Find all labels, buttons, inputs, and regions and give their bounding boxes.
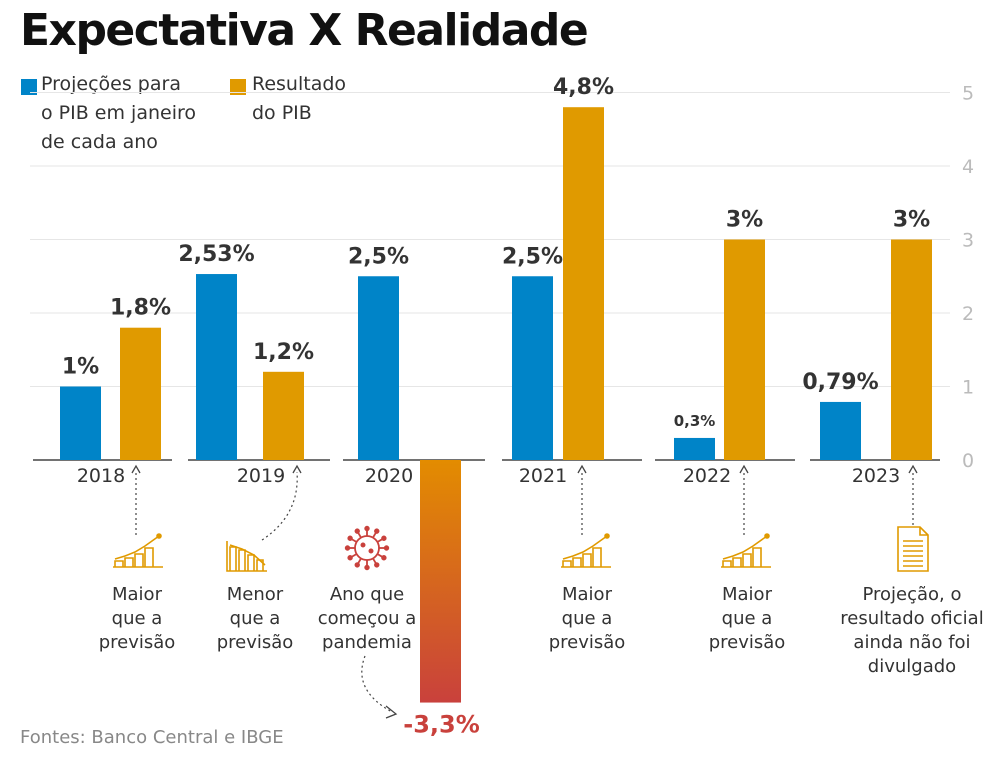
data-label-projection: 2,53% (178, 242, 254, 267)
category-label: 2020 (365, 465, 413, 487)
bar-result (120, 327, 161, 460)
chart-up-icon (113, 533, 163, 568)
annotation-text: Menor que a previsão (216, 584, 294, 653)
bar-result (263, 371, 304, 460)
data-label-result: 3% (893, 208, 930, 233)
category-label: 2023 (852, 465, 900, 487)
legend-label-projection: Projeções para o PIB em janeiro de cada … (41, 73, 196, 153)
bar-projection (820, 401, 861, 460)
y-tick-label: 1 (962, 377, 974, 399)
legend-swatch-projection (21, 79, 37, 95)
data-label-result: -3,3% (403, 711, 480, 739)
annotation-text: Ano que começou a pandemia (317, 584, 417, 653)
data-label-projection: 0,3% (674, 412, 716, 430)
annotation-text: Maior que a previsão (548, 584, 626, 653)
data-labels: 1% 1,8% 2,53% 1,2% 2,5% -3,3% 2,5% 4,8% 0,3% 3% 0,… (62, 75, 930, 738)
data-label-result: 1,2% (253, 340, 314, 365)
bar-result (420, 460, 461, 703)
annotation-text: Maior que a previsão (708, 584, 786, 653)
arrow-head (739, 464, 749, 474)
chart-down-icon (226, 541, 267, 572)
bars (60, 107, 932, 703)
category-labels: 2018 2019 2020 2021 2022 2023 (77, 465, 900, 487)
arrow-head (908, 464, 918, 474)
bar-projection (196, 274, 237, 460)
arrow-head (131, 464, 141, 474)
document-icon (897, 526, 929, 572)
bar-result (724, 239, 765, 460)
bar-result (563, 107, 604, 460)
y-tick-label: 0 (962, 450, 974, 472)
data-label-result: 4,8% (553, 75, 614, 100)
data-label-result: 3% (726, 208, 763, 233)
data-label-projection: 2,5% (348, 244, 409, 269)
source-note: Fontes: Banco Central e IBGE (20, 727, 284, 748)
annotation-icons (113, 525, 929, 572)
arrow-head (385, 705, 398, 719)
data-label-result: 1,8% (110, 296, 171, 321)
arrow-head (577, 464, 587, 474)
category-label: 2018 (77, 465, 125, 487)
bar-projection (358, 276, 399, 460)
y-tick-label: 2 (962, 303, 974, 325)
legend-label-result: Resultado do PIB (252, 73, 347, 124)
y-axis-ticks: 0 1 2 3 4 5 (962, 83, 974, 473)
bar-projection (60, 386, 101, 460)
category-label: 2021 (519, 465, 567, 487)
chart-up-icon (561, 533, 611, 568)
bar-result (891, 239, 932, 460)
category-label: 2022 (683, 465, 731, 487)
annotation-arrow (361, 655, 393, 713)
data-label-projection: 0,79% (802, 370, 878, 395)
legend-swatch-result (230, 79, 246, 95)
chart-title: Expectativa X Realidade (20, 5, 589, 56)
data-label-projection: 1% (62, 355, 99, 380)
data-label-projection: 2,5% (502, 244, 563, 269)
y-tick-label: 4 (962, 156, 974, 178)
annotation-text: Maior que a previsão (98, 584, 176, 653)
bar-projection (512, 276, 553, 460)
chart-up-icon (721, 533, 771, 568)
y-tick-label: 3 (962, 230, 974, 252)
category-label: 2019 (237, 465, 285, 487)
bar-projection (674, 437, 715, 460)
annotation-text: Projeção, o resultado oficial ainda não … (840, 584, 984, 677)
virus-icon (344, 525, 390, 571)
annotation-arrows (131, 464, 918, 719)
arrow-head (292, 464, 302, 474)
annotation-arrow (261, 471, 298, 541)
y-tick-label: 5 (962, 83, 974, 105)
grid-lines (30, 92, 950, 387)
